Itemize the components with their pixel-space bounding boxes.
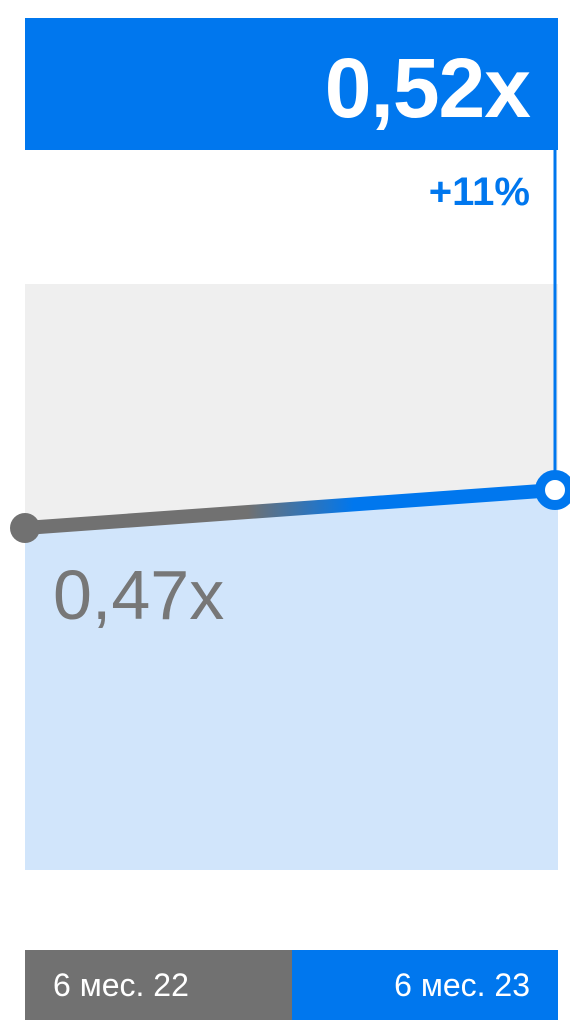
value-area-fill: [25, 490, 558, 870]
current-value-label: 0,52x: [324, 41, 531, 135]
period-axis: 6 мес. 22 6 мес. 23: [25, 950, 558, 1020]
point-6-mes-23: [535, 470, 570, 510]
trend-line: [18, 483, 562, 535]
previous-value-label: 0,47x: [53, 556, 225, 634]
period-label-current: 6 мес. 23: [291, 950, 558, 1020]
change-percent-label: +11%: [428, 170, 530, 214]
current-value-box: 0,52x: [25, 18, 558, 150]
point-6-mes-22: [10, 513, 40, 543]
period-label-previous: 6 мес. 22: [25, 950, 292, 1020]
